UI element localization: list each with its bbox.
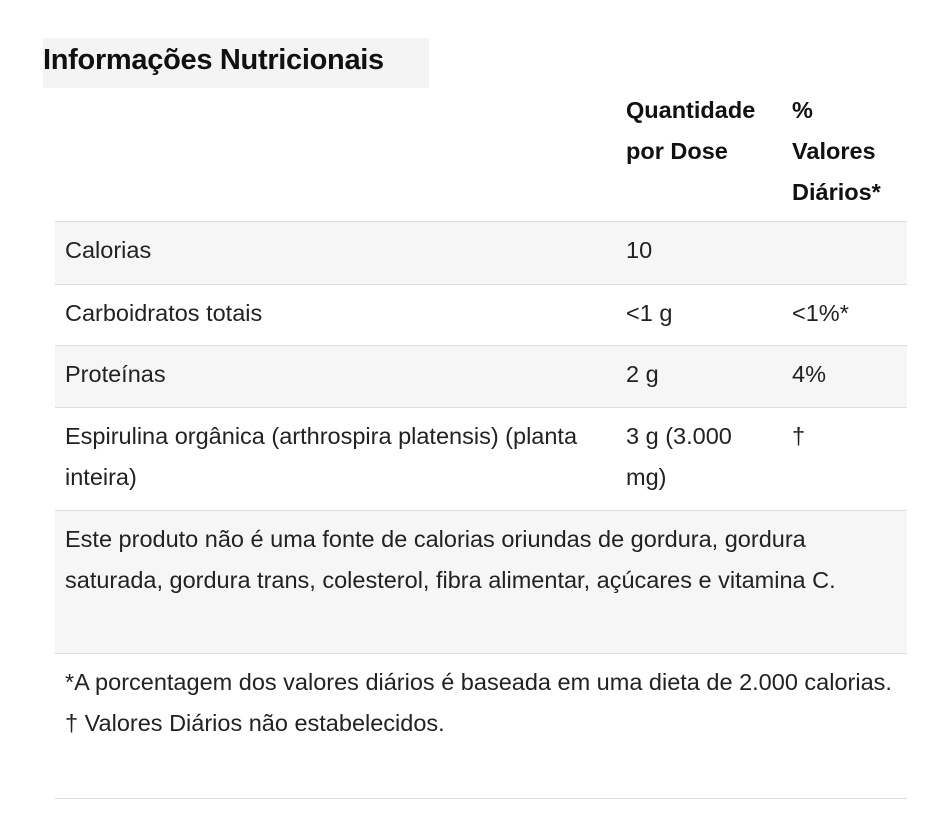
header-daily-value: % Valores Diários*: [792, 97, 881, 205]
nutrient-daily-value: †: [792, 423, 806, 449]
footnotes-row: *A porcentagem dos valores diários é bas…: [55, 654, 907, 799]
nutrient-daily-value: <1%*: [792, 300, 849, 326]
page-title: Informações Nutricionais: [43, 44, 384, 76]
footnote-not-established: † Valores Diários não estabelecidos.: [65, 710, 445, 736]
footnotes: *A porcentagem dos valores diários é bas…: [65, 662, 900, 744]
table-row: Calorias 10: [55, 222, 907, 285]
nutrient-name: Proteínas: [65, 361, 166, 387]
table-row: Carboidratos totais <1 g <1%*: [55, 285, 907, 346]
nutrient-amount: 3 g (3.000 mg): [626, 423, 732, 490]
nutrient-amount: <1 g: [626, 300, 673, 326]
table-header-row: Quantidade por Dose % Valores Diários*: [55, 88, 907, 222]
not-source-note-row: Este produto não é uma fonte de calorias…: [55, 511, 907, 654]
not-source-note: Este produto não é uma fonte de calorias…: [65, 526, 836, 593]
nutrient-amount: 2 g: [626, 361, 659, 387]
nutrient-amount: 10: [626, 237, 653, 263]
nutrition-table: Quantidade por Dose % Valores Diários* C…: [55, 88, 907, 799]
nutrient-name: Calorias: [65, 237, 152, 263]
table-row: Proteínas 2 g 4%: [55, 346, 907, 408]
header-quantity: Quantidade por Dose: [626, 97, 756, 164]
nutrient-name: Carboidratos totais: [65, 300, 263, 326]
title-background: Informações Nutricionais: [43, 38, 429, 88]
nutrient-daily-value: 4%: [792, 361, 826, 387]
table-row: Espirulina orgânica (arthrospira platens…: [55, 408, 907, 511]
nutrient-name: Espirulina orgânica (arthrospira platens…: [65, 423, 578, 490]
footnote-daily-basis: *A porcentagem dos valores diários é bas…: [65, 669, 892, 695]
